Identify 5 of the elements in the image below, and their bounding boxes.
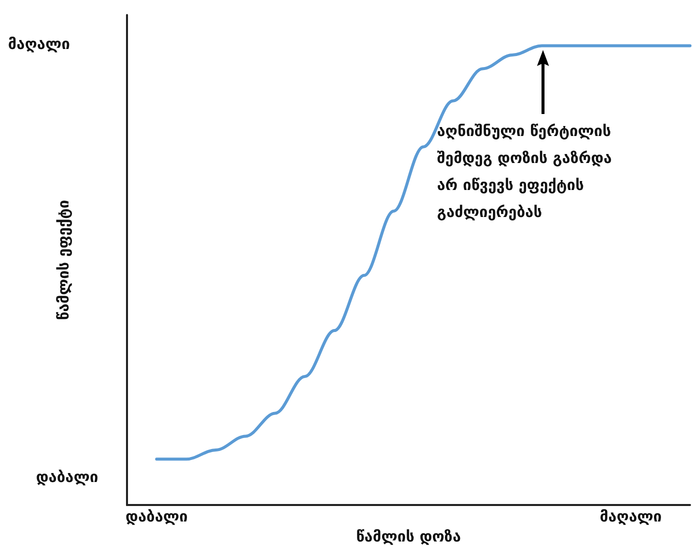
text: მაღალი [8, 34, 70, 55]
x-axis-title: წამლის დოზა [356, 528, 461, 546]
y-axis-title: წამლის ეფექტი [54, 200, 72, 320]
text: დაბალი [36, 467, 98, 488]
annotation: აღნიშნული წერტილის შემდეგ დოზის გაზრდა არ იწვევს ეფექტის გაძლიერებას [437, 121, 612, 223]
